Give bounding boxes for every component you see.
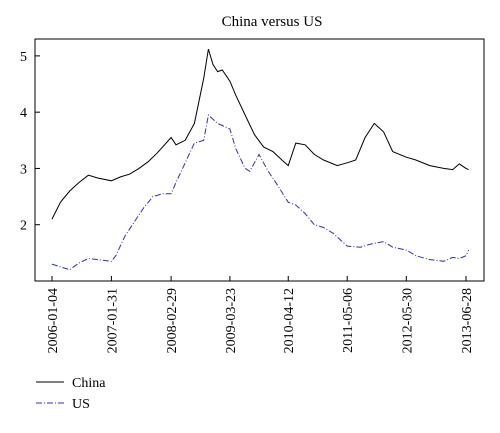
legend: China US [36,376,106,412]
x-tick-label: 2007-01-31 [105,288,120,353]
x-tick-label: 2009-03-23 [224,288,239,353]
x-tick-label: 2010-04-12 [282,288,297,353]
series-line-china [51,48,469,220]
x-tick-label: 2006-01-04 [46,288,61,353]
y-tick-label: 4 [20,106,27,121]
y-tick-label: 3 [20,162,27,177]
x-tick-label: 2011-05-06 [341,288,356,353]
chart-title: China versus US [222,14,323,30]
x-tick-label: 2013-06-28 [460,288,475,353]
x-tick-label: 2012-05-30 [400,288,415,353]
plot-frame [34,38,485,282]
x-axis: 2006-01-04 2007-01-31 2008-02-29 2009-03-23… [46,276,475,353]
y-tick-label: 2 [20,219,27,234]
legend-label-china: China [72,376,106,391]
legend-label-us: US [72,397,90,412]
y-axis: 2 3 4 5 [20,50,40,234]
x-tick-label: 2008-02-29 [165,288,180,353]
series-lines [51,48,470,271]
series-line-us [51,114,470,271]
y-tick-label: 5 [20,50,27,65]
